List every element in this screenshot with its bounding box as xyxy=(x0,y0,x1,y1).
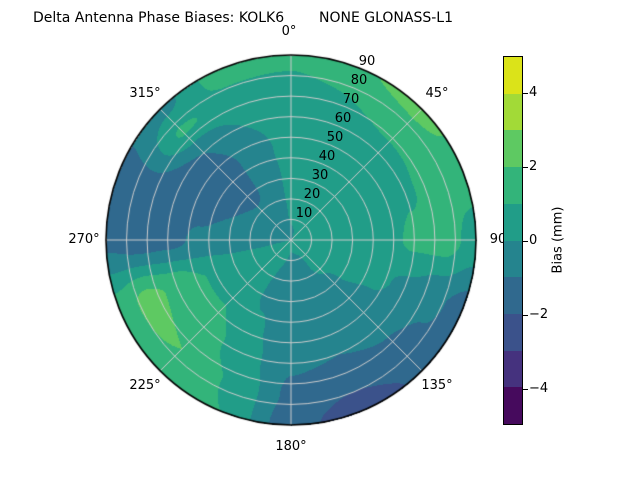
radial-tick-label: 60 xyxy=(334,111,352,126)
colorbar-band xyxy=(504,93,522,131)
radial-tick-label: 90 xyxy=(358,54,376,69)
colorbar-tickmark xyxy=(523,314,528,316)
colorbar-label: Bias (mm) xyxy=(550,206,566,274)
angular-tick-label: 270° xyxy=(68,232,100,247)
angular-tick-label: 315° xyxy=(129,86,161,101)
radial-tick-label: 10 xyxy=(295,206,313,221)
colorbar-tickmark xyxy=(523,93,528,95)
colorbar-tick-label: −4 xyxy=(529,380,549,396)
angular-tick-label: 225° xyxy=(129,378,161,393)
colorbar-band xyxy=(504,167,522,204)
angular-tick-label: 180° xyxy=(275,439,307,454)
radial-tick-label: 30 xyxy=(311,168,329,183)
colorbar-band xyxy=(504,203,522,241)
colorbar xyxy=(503,56,523,425)
colorbar-band xyxy=(504,57,522,94)
colorbar-band xyxy=(504,240,522,278)
angular-tick-label: 135° xyxy=(421,378,453,393)
colorbar-tickmark xyxy=(523,388,528,390)
colorbar-band xyxy=(504,387,522,425)
colorbar-band xyxy=(504,130,522,168)
angular-tick-label: 0° xyxy=(281,24,297,39)
colorbar-tickmark xyxy=(523,167,528,169)
colorbar-tick-label: 2 xyxy=(529,159,538,175)
radial-tick-label: 20 xyxy=(303,187,321,202)
colorbar-band xyxy=(504,350,522,388)
radial-tick-label: 40 xyxy=(318,149,336,164)
colorbar-tickmark xyxy=(523,240,528,242)
colorbar-band xyxy=(504,313,522,351)
radial-tick-label: 50 xyxy=(326,130,344,145)
radial-tick-label: 70 xyxy=(342,92,360,107)
colorbar-tick-label: −2 xyxy=(529,306,549,322)
colorbar-band xyxy=(504,277,522,314)
colorbar-tick-label: 0 xyxy=(529,232,538,248)
angular-tick-label: 90 xyxy=(489,232,507,247)
radial-tick-label: 80 xyxy=(350,73,368,88)
colorbar-tick-label: 4 xyxy=(529,85,538,101)
angular-tick-label: 45° xyxy=(425,86,449,101)
